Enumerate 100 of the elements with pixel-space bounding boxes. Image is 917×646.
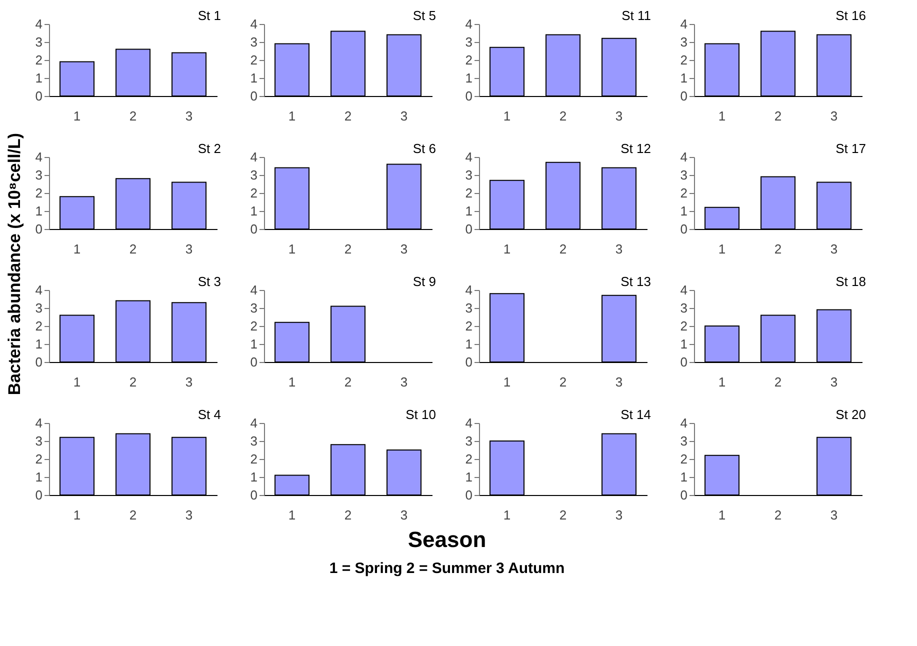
chart-title: St 20 xyxy=(836,407,866,422)
x-tick-label: 1 xyxy=(718,374,726,390)
y-tick-label: 1 xyxy=(465,70,472,86)
x-tick-label: 1 xyxy=(718,242,726,256)
x-tick-label: 2 xyxy=(774,242,782,256)
y-tick-label: 0 xyxy=(250,488,258,502)
y-tick-label: 1 xyxy=(680,204,688,218)
y-tick-label: 0 xyxy=(250,222,258,236)
x-tick-label: 3 xyxy=(830,108,838,124)
x-tick-label: 1 xyxy=(73,508,81,522)
x-tick-label: 3 xyxy=(615,242,623,256)
y-tick-label: 0 xyxy=(35,488,42,502)
y-tick-label: 2 xyxy=(680,186,688,200)
y-tick-label: 1 xyxy=(465,204,472,218)
y-tick-label: 3 xyxy=(250,300,258,316)
x-tick-label: 2 xyxy=(344,242,352,256)
y-tick-label: 2 xyxy=(680,452,688,466)
x-tick-label: 2 xyxy=(129,508,137,522)
chart-title: St 16 xyxy=(836,8,866,23)
y-tick-label: 0 xyxy=(680,354,688,370)
y-tick-label: 1 xyxy=(680,336,688,352)
y-tick-label: 2 xyxy=(35,186,42,200)
x-tick-label: 2 xyxy=(559,374,567,390)
y-tick-label: 0 xyxy=(465,88,472,104)
y-tick-label: 4 xyxy=(465,282,472,298)
x-tick-label: 1 xyxy=(503,508,511,522)
chart-title: St 12 xyxy=(620,141,651,156)
x-tick-label: 2 xyxy=(129,242,137,256)
x-tick-label: 3 xyxy=(185,242,193,256)
x-tick-label: 1 xyxy=(73,108,81,124)
chart-title: St 6 xyxy=(412,141,436,156)
x-tick-label: 2 xyxy=(559,242,567,256)
y-tick-label: 2 xyxy=(250,52,258,68)
x-tick-label: 1 xyxy=(288,508,296,522)
x-tick-label: 3 xyxy=(615,108,623,124)
x-tick-label: 1 xyxy=(503,374,511,390)
y-tick-label: 3 xyxy=(35,300,42,316)
y-tick-label: 2 xyxy=(465,452,472,466)
y-tick-label: 1 xyxy=(465,470,472,484)
x-tick-label: 3 xyxy=(615,508,623,522)
y-tick-label: 3 xyxy=(680,300,688,316)
x-tick-label: 2 xyxy=(559,508,567,522)
y-tick-label: 1 xyxy=(250,204,258,218)
x-tick-label: 3 xyxy=(185,508,193,522)
y-tick-label: 1 xyxy=(250,336,258,352)
y-tick-label: 3 xyxy=(680,34,688,50)
x-tick-label: 1 xyxy=(288,108,296,124)
chart-title: St 5 xyxy=(412,8,436,23)
y-tick-label: 0 xyxy=(680,222,688,236)
text: 1 = Spring 2 = Summer 3 Autumn xyxy=(329,560,565,577)
y-tick-label: 4 xyxy=(465,416,472,430)
y-tick-label: 3 xyxy=(465,34,472,50)
y-tick-label: 3 xyxy=(680,434,688,448)
chart-title: St 14 xyxy=(620,407,651,422)
y-tick-label: 1 xyxy=(35,70,42,86)
y-tick-label: 0 xyxy=(250,354,258,370)
y-tick-label: 0 xyxy=(35,354,42,370)
x-tick-label: 1 xyxy=(718,108,726,124)
chart-title: St 10 xyxy=(406,407,436,422)
y-tick-label: 3 xyxy=(35,34,42,50)
x-tick-label: 2 xyxy=(129,108,137,124)
x-tick-label: 3 xyxy=(400,242,408,256)
chart-title: St 9 xyxy=(412,274,436,289)
x-tick-label: 1 xyxy=(288,242,296,256)
y-tick-label: 4 xyxy=(35,416,42,430)
y-tick-label: 3 xyxy=(250,168,258,182)
y-tick-label: 4 xyxy=(680,16,688,32)
y-tick-label: 1 xyxy=(35,336,42,352)
y-tick-label: 2 xyxy=(680,318,688,334)
x-tick-label: 1 xyxy=(73,242,81,256)
x-tick-label: 3 xyxy=(400,508,408,522)
y-tick-label: 1 xyxy=(680,70,688,86)
y-tick-label: 4 xyxy=(680,282,688,298)
x-tick-label: 3 xyxy=(830,242,838,256)
x-tick-label: 2 xyxy=(344,508,352,522)
x-tick-label: 2 xyxy=(774,108,782,124)
x-tick-label: 3 xyxy=(615,374,623,390)
chart-title: St 2 xyxy=(198,141,221,156)
y-tick-label: 2 xyxy=(35,452,42,466)
y-tick-label: 1 xyxy=(250,470,258,484)
y-tick-label: 4 xyxy=(465,150,472,164)
x-tick-label: 1 xyxy=(73,374,81,390)
y-tick-label: 4 xyxy=(680,150,688,164)
y-tick-label: 2 xyxy=(250,452,258,466)
x-tick-label: 1 xyxy=(503,108,511,124)
y-tick-label: 3 xyxy=(35,434,42,448)
y-tick-label: 2 xyxy=(250,318,258,334)
text: Season xyxy=(408,527,486,552)
x-tick-label: 1 xyxy=(718,508,726,522)
x-tick-label: 3 xyxy=(830,374,838,390)
chart-title: St 11 xyxy=(622,8,651,23)
chart-title: St 18 xyxy=(836,274,866,289)
y-tick-label: 0 xyxy=(465,354,472,370)
y-tick-label: 3 xyxy=(465,300,472,316)
x-tick-label: 3 xyxy=(185,108,193,124)
y-tick-label: 3 xyxy=(250,434,258,448)
y-tick-label: 0 xyxy=(680,488,688,502)
y-tick-label: 0 xyxy=(35,222,42,236)
y-tick-label: 2 xyxy=(35,52,42,68)
y-tick-label: 2 xyxy=(35,318,42,334)
